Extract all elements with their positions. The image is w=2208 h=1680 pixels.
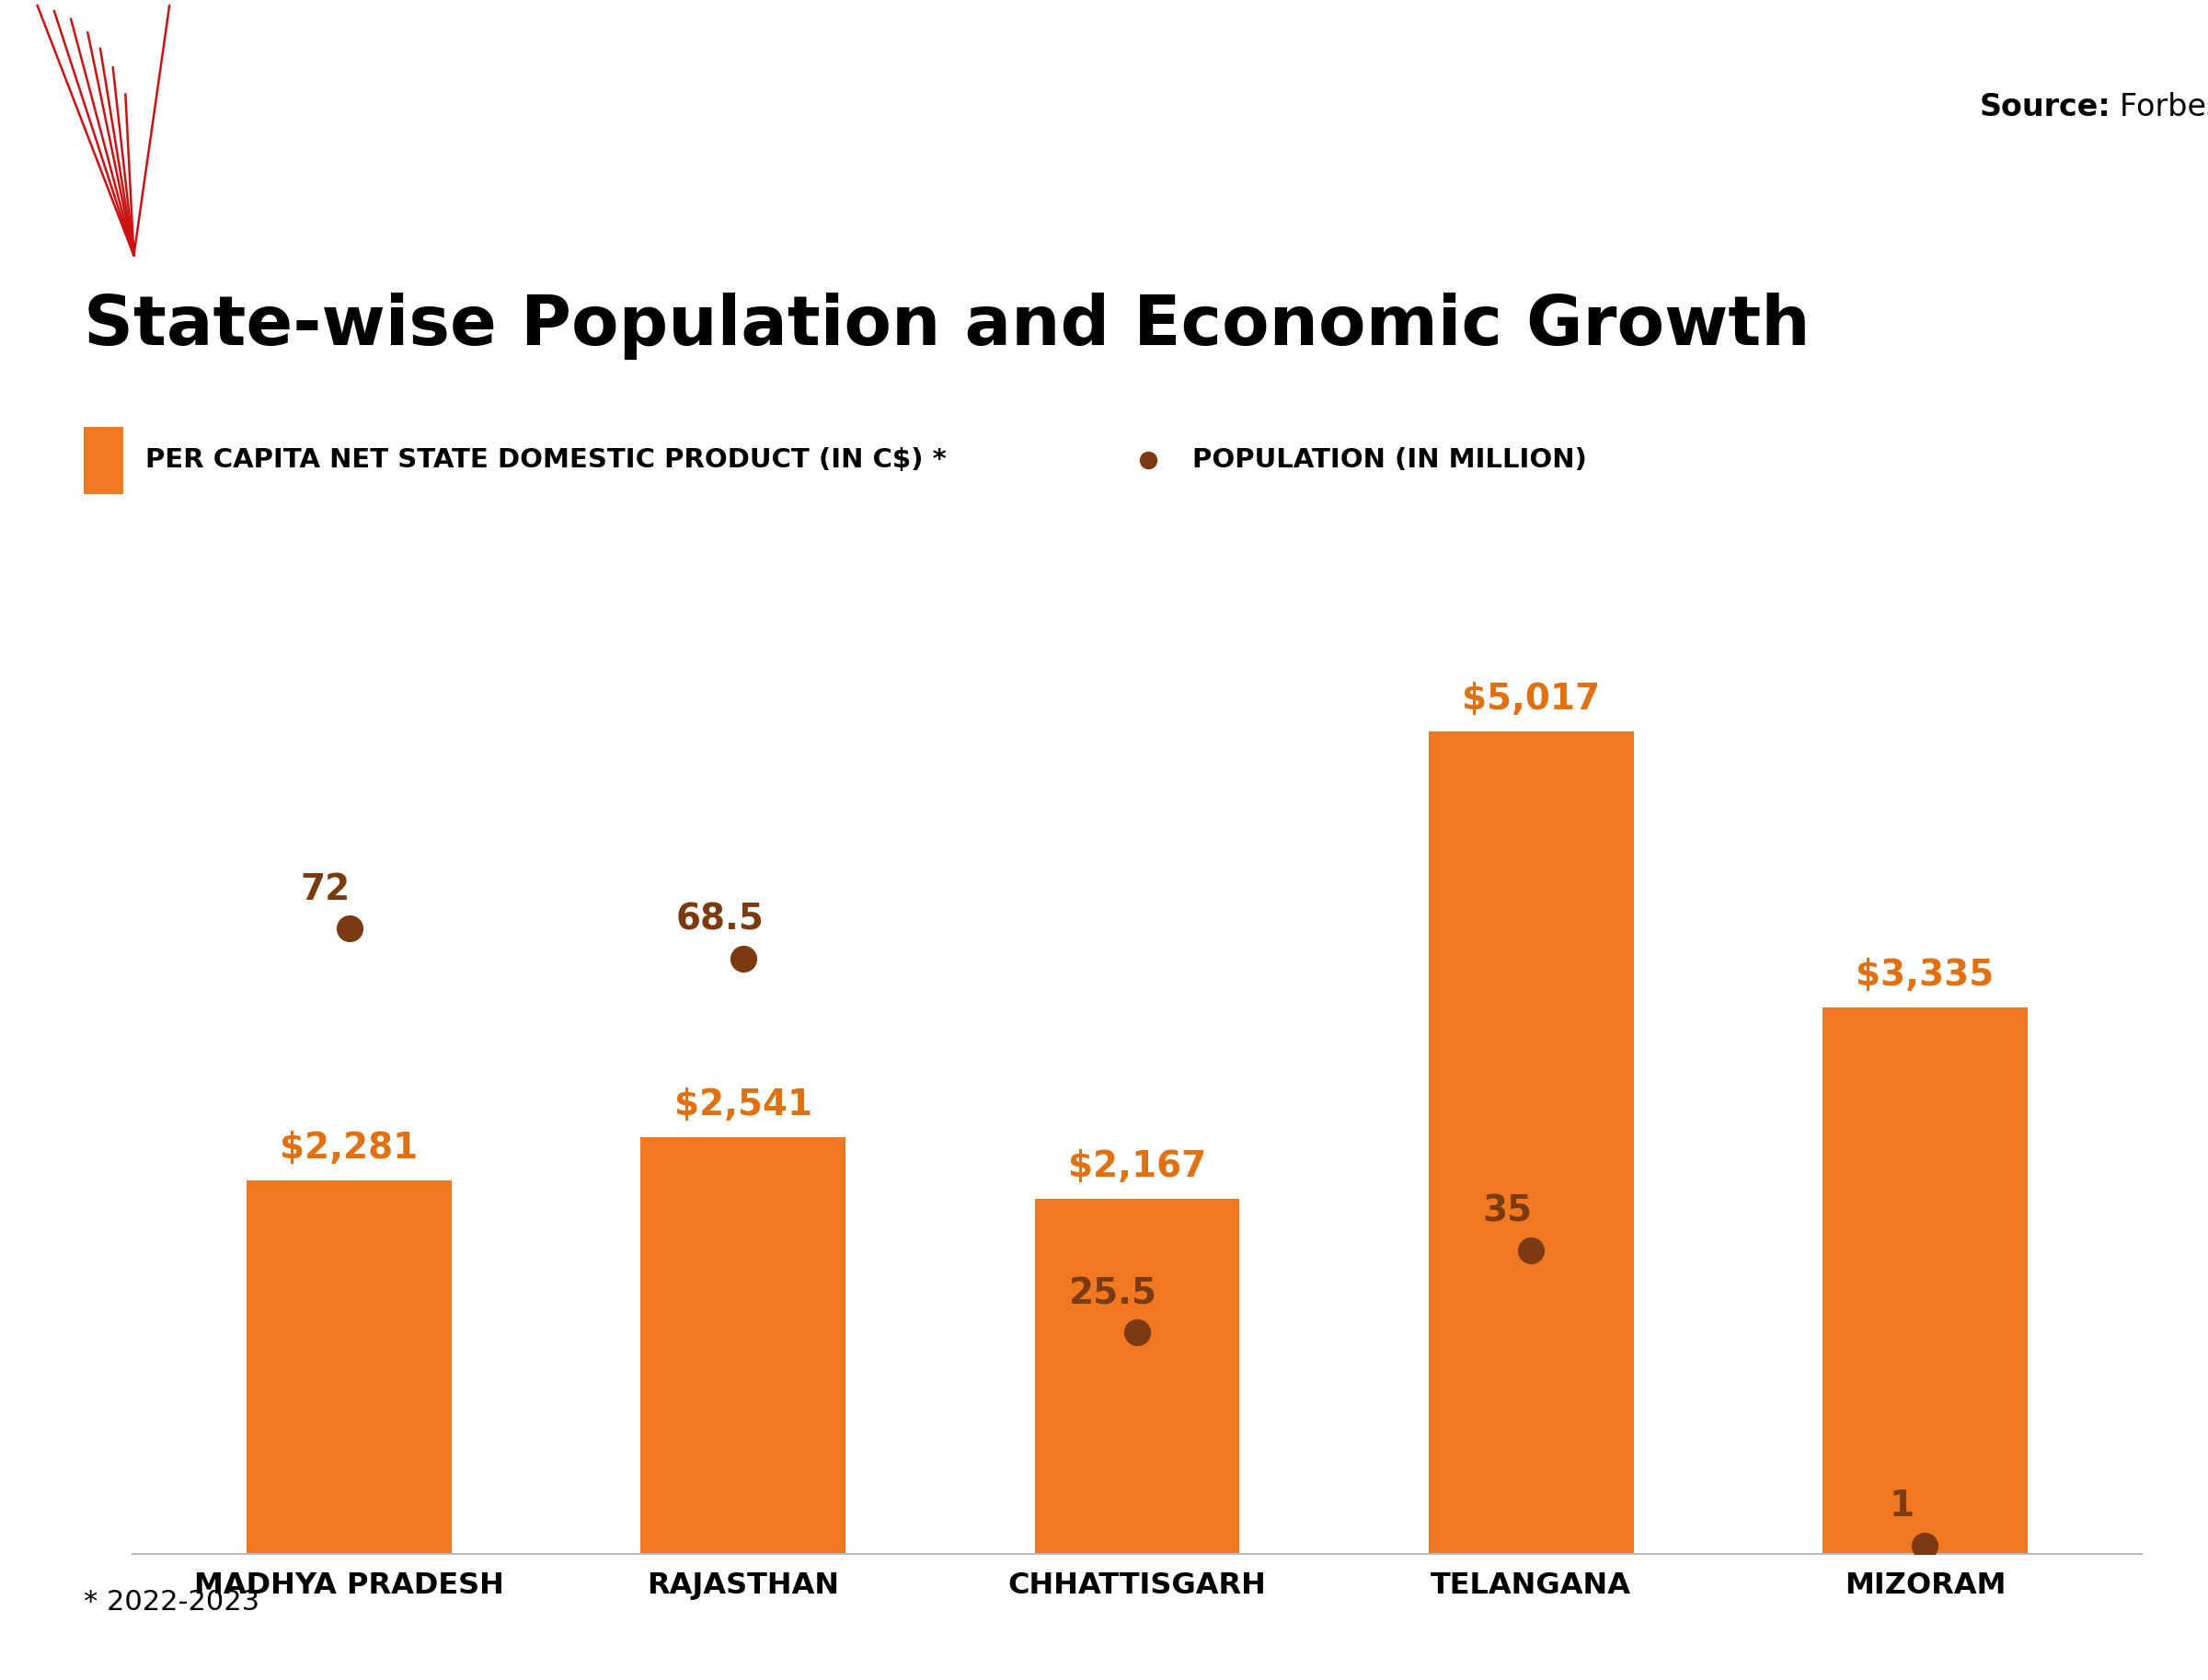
Text: $3,335: $3,335 (1857, 958, 1994, 993)
Text: Forbes India: Forbes India (2120, 92, 2208, 123)
Text: 35: 35 (1482, 1193, 1532, 1228)
Text: $2,541: $2,541 (673, 1087, 813, 1122)
Text: $2,281: $2,281 (280, 1131, 417, 1166)
Text: $5,017: $5,017 (1462, 682, 1601, 717)
Text: POPULATION (IN MILLION): POPULATION (IN MILLION) (1192, 447, 1588, 474)
Text: PER CAPITA NET STATE DOMESTIC PRODUCT (IN C$) *: PER CAPITA NET STATE DOMESTIC PRODUCT (I… (146, 447, 947, 474)
Bar (247, 1179, 453, 1554)
Text: $2,167: $2,167 (1069, 1149, 1206, 1184)
Bar (1429, 731, 1634, 1554)
Bar (640, 1137, 846, 1554)
Text: 72: 72 (300, 872, 351, 907)
Text: 68.5: 68.5 (676, 902, 764, 937)
Bar (1036, 1200, 1239, 1554)
Text: 1: 1 (1890, 1488, 1914, 1524)
Text: Source:: Source: (1981, 92, 2111, 123)
FancyBboxPatch shape (84, 427, 124, 494)
Text: State-wise Population and Economic Growth: State-wise Population and Economic Growt… (84, 292, 1811, 360)
Text: 25.5: 25.5 (1069, 1277, 1157, 1310)
Text: * 2022-2023: * 2022-2023 (84, 1589, 261, 1614)
Bar (1822, 1008, 2027, 1554)
